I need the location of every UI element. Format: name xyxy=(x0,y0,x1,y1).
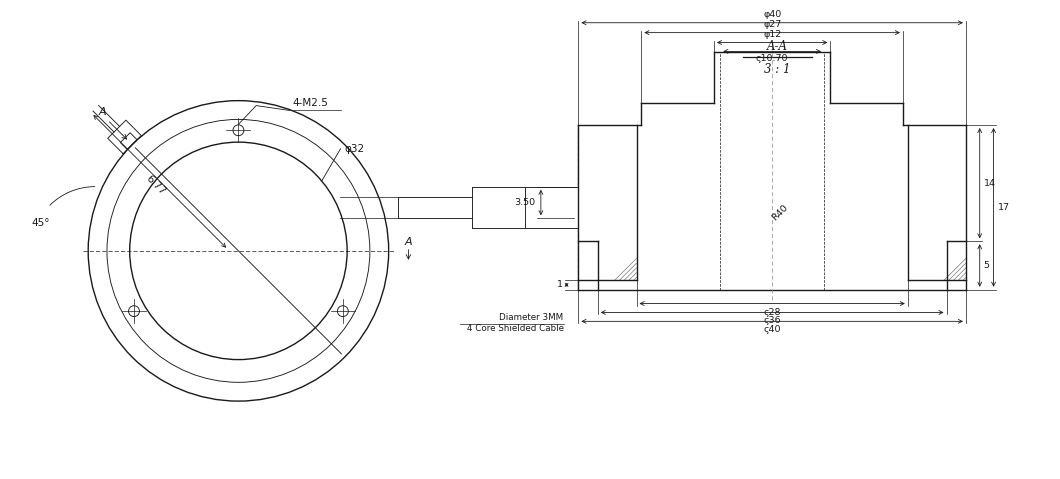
Text: φ32: φ32 xyxy=(344,144,365,154)
Text: ς36: ς36 xyxy=(763,317,781,325)
Text: 5: 5 xyxy=(984,261,990,270)
Text: A-A: A-A xyxy=(766,40,788,53)
Text: φ40: φ40 xyxy=(763,10,781,19)
Text: ς10.70: ς10.70 xyxy=(756,55,789,63)
Text: A: A xyxy=(99,107,106,117)
Text: 14: 14 xyxy=(984,179,995,188)
Text: φ12: φ12 xyxy=(763,30,781,38)
Text: ς28: ς28 xyxy=(763,308,781,317)
Text: 45°: 45° xyxy=(32,218,50,228)
Text: 6.77: 6.77 xyxy=(144,174,167,197)
Text: 1: 1 xyxy=(556,280,563,289)
Text: A: A xyxy=(405,237,412,247)
Text: 4 Core Shielded Cable: 4 Core Shielded Cable xyxy=(466,324,564,333)
Text: 17: 17 xyxy=(997,203,1009,212)
Text: 3 : 1: 3 : 1 xyxy=(764,62,791,76)
Text: 4-M2.5: 4-M2.5 xyxy=(293,98,329,108)
Text: 3.50: 3.50 xyxy=(514,198,535,207)
Text: Diameter 3MM: Diameter 3MM xyxy=(499,313,564,322)
Text: R40: R40 xyxy=(771,203,790,222)
Text: ς40: ς40 xyxy=(763,325,781,334)
Text: φ27: φ27 xyxy=(763,20,781,29)
